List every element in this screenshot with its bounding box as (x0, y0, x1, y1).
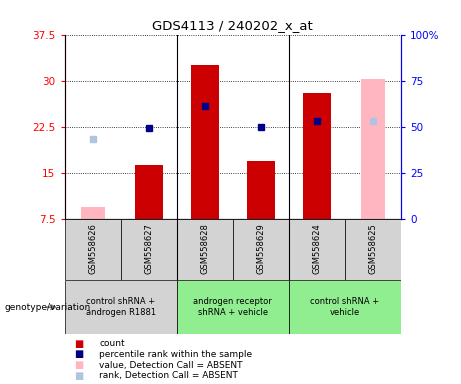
Bar (303, 93, 331, 219)
Text: ■: ■ (74, 360, 83, 370)
Bar (345, 219, 401, 280)
Text: GSM558629: GSM558629 (256, 223, 266, 274)
Bar (65, 219, 121, 280)
Text: count: count (99, 339, 125, 348)
Bar (81, 207, 105, 219)
Text: androgen receptor
shRNA + vehicle: androgen receptor shRNA + vehicle (194, 298, 272, 317)
Text: GSM558628: GSM558628 (200, 223, 209, 274)
Text: control shRNA +
vehicle: control shRNA + vehicle (310, 298, 379, 317)
Text: GSM558625: GSM558625 (368, 223, 378, 274)
Bar (361, 79, 385, 219)
Text: GSM558624: GSM558624 (313, 223, 321, 274)
Bar (191, 65, 219, 219)
Bar (177, 219, 233, 280)
Bar (233, 219, 289, 280)
Text: percentile rank within the sample: percentile rank within the sample (99, 350, 252, 359)
Text: ■: ■ (74, 371, 83, 381)
Title: GDS4113 / 240202_x_at: GDS4113 / 240202_x_at (153, 19, 313, 32)
Text: GSM558627: GSM558627 (144, 223, 153, 274)
Text: ■: ■ (74, 339, 83, 349)
Bar (121, 219, 177, 280)
Bar (65, 280, 177, 334)
Bar (289, 280, 401, 334)
Text: ■: ■ (74, 349, 83, 359)
Bar (289, 219, 345, 280)
Text: genotype/variation: genotype/variation (5, 303, 91, 312)
Bar (177, 280, 289, 334)
Text: value, Detection Call = ABSENT: value, Detection Call = ABSENT (99, 361, 242, 370)
Bar (247, 161, 275, 219)
Text: control shRNA +
androgen R1881: control shRNA + androgen R1881 (86, 298, 156, 317)
Bar (135, 166, 163, 219)
Text: rank, Detection Call = ABSENT: rank, Detection Call = ABSENT (99, 371, 238, 381)
Text: GSM558626: GSM558626 (88, 223, 97, 274)
